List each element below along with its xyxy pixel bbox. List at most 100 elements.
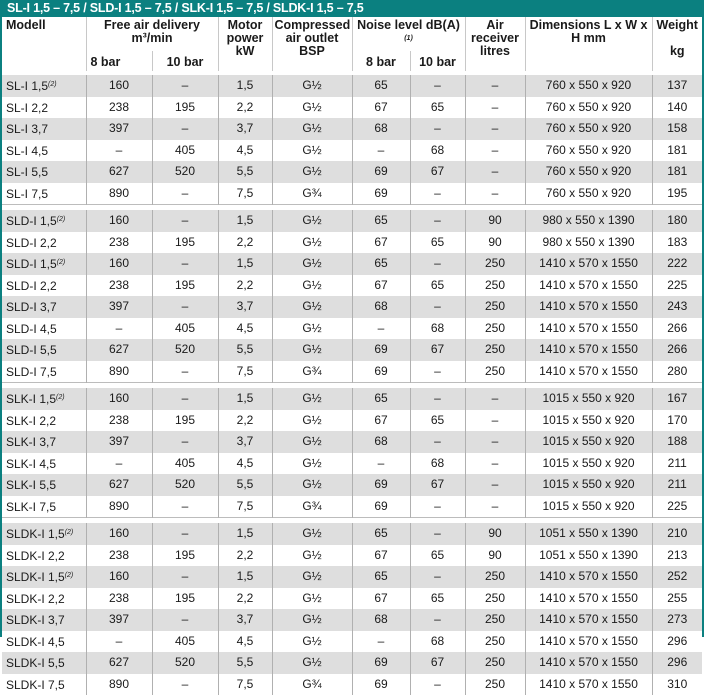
- cell-receiver: 250: [465, 253, 525, 275]
- cell-fad-10bar: 405: [152, 140, 218, 162]
- cell-weight: 273: [652, 609, 702, 631]
- cell-receiver: 250: [465, 609, 525, 631]
- cell-motor-power: 2,2: [218, 232, 272, 254]
- header-receiver: Air receiver litres: [465, 17, 525, 71]
- cell-fad-8bar: 238: [86, 545, 152, 567]
- cell-receiver: 250: [465, 588, 525, 610]
- cell-motor-power: 5,5: [218, 161, 272, 183]
- cell-weight: 211: [652, 453, 702, 475]
- cell-receiver: 250: [465, 296, 525, 318]
- cell-dimensions: 1015 x 550 x 920: [525, 474, 652, 496]
- model-name: SLD-I 3,7: [6, 300, 57, 314]
- cell-weight: 210: [652, 523, 702, 545]
- header-dimensions: Dimensions L x W x H mm: [525, 17, 652, 71]
- model-name: SLK-I 1,5: [6, 392, 56, 406]
- cell-noise-8bar: 69: [352, 496, 410, 518]
- cell-fad-8bar: 890: [86, 183, 152, 205]
- cell-receiver: 250: [465, 318, 525, 340]
- cell-motor-power: 5,5: [218, 652, 272, 674]
- cell-model: SL-I 3,7: [2, 118, 86, 140]
- cell-noise-8bar: 69: [352, 161, 410, 183]
- cell-noise-8bar: 65: [352, 253, 410, 275]
- cell-model: SLD-I 2,2: [2, 275, 86, 297]
- model-name: SLD-I 5,5: [6, 343, 57, 357]
- cell-outlet: G½: [272, 161, 352, 183]
- cell-fad-10bar: –: [152, 296, 218, 318]
- cell-fad-10bar: –: [152, 388, 218, 410]
- cell-fad-10bar: –: [152, 566, 218, 588]
- cell-noise-8bar: –: [352, 140, 410, 162]
- cell-noise-10bar: 68: [410, 631, 465, 653]
- cell-noise-10bar: 65: [410, 410, 465, 432]
- cell-fad-10bar: 195: [152, 232, 218, 254]
- cell-outlet: G½: [272, 652, 352, 674]
- cell-weight: 180: [652, 210, 702, 232]
- cell-receiver: 90: [465, 545, 525, 567]
- cell-receiver: 250: [465, 566, 525, 588]
- cell-weight: 280: [652, 361, 702, 383]
- cell-fad-8bar: –: [86, 318, 152, 340]
- cell-noise-8bar: 69: [352, 474, 410, 496]
- cell-fad-10bar: 405: [152, 318, 218, 340]
- cell-fad-8bar: 627: [86, 652, 152, 674]
- cell-outlet: G½: [272, 523, 352, 545]
- cell-outlet: G½: [272, 318, 352, 340]
- cell-fad-10bar: –: [152, 496, 218, 518]
- cell-fad-8bar: 160: [86, 253, 152, 275]
- cell-fad-8bar: 238: [86, 232, 152, 254]
- cell-fad-8bar: 160: [86, 388, 152, 410]
- cell-weight: 137: [652, 75, 702, 97]
- cell-model: SL-I 5,5: [2, 161, 86, 183]
- cell-fad-8bar: 397: [86, 431, 152, 453]
- cell-dimensions: 1410 x 570 x 1550: [525, 631, 652, 653]
- cell-model: SLK-I 1,5(2): [2, 388, 86, 410]
- cell-noise-8bar: 65: [352, 388, 410, 410]
- cell-fad-10bar: 195: [152, 545, 218, 567]
- cell-receiver: –: [465, 388, 525, 410]
- cell-dimensions: 1410 x 570 x 1550: [525, 566, 652, 588]
- cell-receiver: 250: [465, 361, 525, 383]
- header-free-air: Free air delivery m³/min: [86, 17, 218, 51]
- header-fad-10bar: 10 bar: [152, 51, 218, 71]
- cell-fad-8bar: 238: [86, 97, 152, 119]
- cell-outlet: G½: [272, 118, 352, 140]
- model-name: SLDK-I 3,7: [6, 613, 65, 627]
- cell-outlet: G¾: [272, 183, 352, 205]
- cell-dimensions: 1410 x 570 x 1550: [525, 609, 652, 631]
- model-name: SLDK-I 2,2: [6, 592, 65, 606]
- cell-weight: 266: [652, 318, 702, 340]
- cell-model: SLDK-I 7,5: [2, 674, 86, 695]
- cell-noise-8bar: 67: [352, 275, 410, 297]
- cell-model: SLK-I 4,5: [2, 453, 86, 475]
- cell-receiver: 90: [465, 523, 525, 545]
- cell-motor-power: 1,5: [218, 566, 272, 588]
- cell-weight: 243: [652, 296, 702, 318]
- cell-dimensions: 1051 x 550 x 1390: [525, 523, 652, 545]
- cell-outlet: G½: [272, 232, 352, 254]
- cell-outlet: G½: [272, 275, 352, 297]
- cell-noise-10bar: 65: [410, 275, 465, 297]
- cell-model: SLD-I 3,7: [2, 296, 86, 318]
- model-name: SL-I 7,5: [6, 187, 48, 201]
- cell-dimensions: 1410 x 570 x 1550: [525, 674, 652, 695]
- cell-noise-10bar: 65: [410, 232, 465, 254]
- cell-dimensions: 1410 x 570 x 1550: [525, 296, 652, 318]
- cell-weight: 188: [652, 431, 702, 453]
- cell-dimensions: 760 x 550 x 920: [525, 75, 652, 97]
- cell-receiver: –: [465, 118, 525, 140]
- cell-fad-8bar: –: [86, 140, 152, 162]
- cell-fad-10bar: –: [152, 118, 218, 140]
- cell-fad-8bar: 890: [86, 674, 152, 695]
